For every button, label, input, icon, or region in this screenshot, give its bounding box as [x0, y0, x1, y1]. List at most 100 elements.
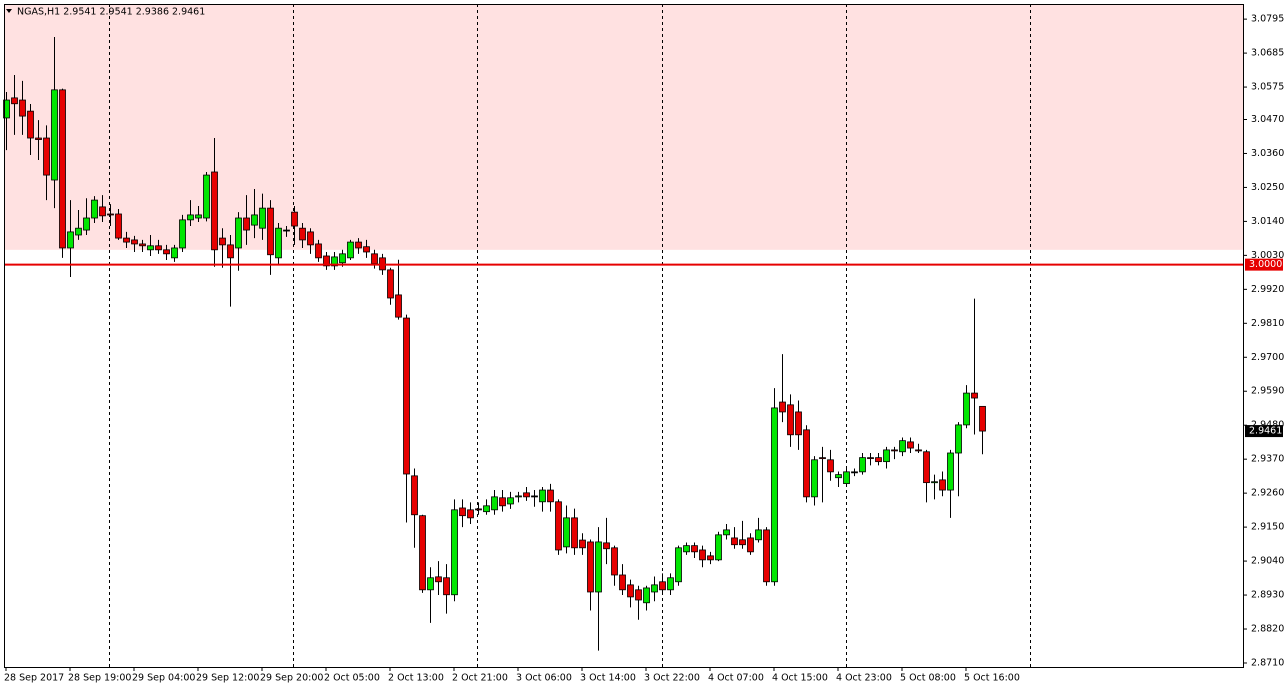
candle-body: [835, 474, 842, 479]
candle-body: [243, 217, 250, 231]
menu-arrow[interactable]: [6, 9, 12, 13]
candle-body: [171, 247, 178, 259]
y-tick-label: 2.8820: [1251, 624, 1284, 635]
candle-body: [419, 515, 426, 591]
y-tick-label: 2.8930: [1251, 590, 1284, 601]
candle-body: [587, 541, 594, 593]
candle-body: [371, 253, 378, 265]
candle-body: [115, 213, 122, 239]
candle-body: [907, 441, 914, 449]
candle-body: [539, 489, 546, 503]
candle-body: [315, 243, 322, 259]
candle-body: [107, 213, 114, 216]
candle-body: [787, 404, 794, 436]
x-tick-label: 2 Oct 05:00: [324, 673, 380, 684]
candle-body: [555, 501, 562, 551]
candle-body: [931, 481, 938, 484]
candle-body: [803, 429, 810, 498]
candle-body: [299, 227, 306, 241]
candle-body: [627, 584, 634, 598]
chart-title: NGAS,H1 2.9541 2.9541 2.9386 2.9461: [17, 7, 205, 18]
candle-body: [179, 219, 186, 249]
y-tick-label: 3.0250: [1251, 182, 1284, 193]
candle-body: [155, 245, 162, 251]
y-tick-label: 2.9150: [1251, 522, 1284, 533]
candle-body: [739, 539, 746, 546]
candle-body: [923, 451, 930, 484]
candle-body: [19, 99, 26, 117]
x-tick-label: 3 Oct 22:00: [644, 673, 700, 684]
x-tick-label: 29 Sep 12:00: [196, 673, 259, 684]
candle-body: [459, 507, 466, 517]
candle-body: [123, 237, 130, 243]
candle-body: [715, 534, 722, 561]
candle-body: [619, 574, 626, 591]
candles: [3, 37, 1243, 651]
candle-body: [811, 459, 818, 498]
candle-body: [51, 89, 58, 181]
candle-body: [235, 217, 242, 249]
candle-body: [603, 542, 610, 550]
candle-body: [763, 529, 770, 583]
candle-body: [779, 401, 786, 413]
candle-body: [667, 577, 674, 591]
x-tick-label: 5 Oct 16:00: [964, 673, 1020, 684]
candle-body: [651, 584, 658, 593]
candle-body: [195, 214, 202, 219]
candle-body: [355, 241, 362, 249]
candle-body: [547, 489, 554, 503]
candle-body: [347, 241, 354, 259]
candle-body: [747, 537, 754, 553]
candle-body: [427, 577, 434, 591]
y-tick-label: 2.8710: [1251, 657, 1284, 668]
plot-border: [4, 4, 1244, 668]
candle-body: [267, 207, 274, 256]
period-separators: [109, 4, 1031, 667]
candle-body: [859, 457, 866, 473]
candle-body: [963, 392, 970, 426]
axes: 3.0795 3.0685 3.0575 3.0470 3.0360 3.0250 3.01…: [4, 14, 1284, 684]
candle-body: [947, 452, 954, 491]
candle-body: [795, 411, 802, 436]
candle-body: [499, 497, 506, 507]
x-tick-label: 29 Sep 20:00: [260, 673, 323, 684]
candle-body: [67, 231, 74, 249]
x-tick-label: 4 Oct 07:00: [708, 673, 764, 684]
candle-body: [227, 244, 234, 259]
x-tick-label: 3 Oct 06:00: [516, 673, 572, 684]
candle-body: [139, 243, 146, 247]
x-tick-label: 2 Oct 21:00: [452, 673, 508, 684]
candle-body: [11, 97, 18, 105]
y-tick-label: 2.9370: [1251, 454, 1284, 465]
candle-body: [387, 269, 394, 299]
current-price-label: 2.9461: [1249, 426, 1282, 437]
candle-body: [979, 405, 986, 432]
candle-body: [819, 457, 826, 460]
y-tick-label: 2.9920: [1251, 284, 1284, 295]
candle-body: [403, 317, 410, 475]
x-tick-label: 28 Sep 2017: [4, 673, 64, 684]
candle-body: [683, 545, 690, 553]
candle-body: [659, 581, 666, 591]
x-tick-label: 28 Sep 19:00: [68, 673, 131, 684]
candle-body: [307, 231, 314, 246]
candle-body: [283, 229, 290, 232]
y-tick-label: 3.0140: [1251, 216, 1284, 227]
y-tick-label: 3.0575: [1251, 82, 1284, 93]
candle-body: [707, 555, 714, 561]
candle-body: [83, 217, 90, 231]
candle-body: [891, 449, 898, 452]
candle-body: [395, 294, 402, 318]
candle-body: [515, 495, 522, 498]
candle-body: [411, 475, 418, 516]
y-tick-label: 2.9700: [1251, 352, 1284, 363]
candle-body: [275, 227, 282, 259]
candle-body: [211, 171, 218, 251]
candle-body: [611, 547, 618, 576]
candle-body: [363, 246, 370, 253]
x-tick-label: 3 Oct 14:00: [580, 673, 636, 684]
candle-body: [915, 449, 922, 452]
candle-body: [579, 539, 586, 549]
candle-body: [875, 457, 882, 463]
